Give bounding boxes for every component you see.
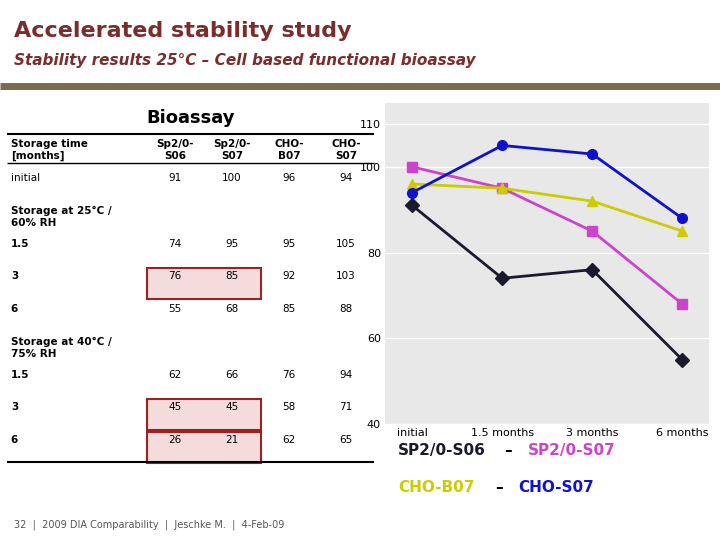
Text: 65: 65 <box>339 435 353 445</box>
Text: 1.5: 1.5 <box>11 370 30 380</box>
Text: –: – <box>495 480 503 495</box>
Text: 21: 21 <box>225 435 239 445</box>
Text: 66: 66 <box>225 370 239 380</box>
Text: 1.5: 1.5 <box>11 239 30 248</box>
Text: CHO-
B07: CHO- B07 <box>274 139 304 161</box>
Text: 68: 68 <box>225 304 239 314</box>
Text: 95: 95 <box>282 239 296 248</box>
Text: Sp2/0-
S06: Sp2/0- S06 <box>156 139 194 161</box>
Text: CHO-S07: CHO-S07 <box>518 480 594 495</box>
Text: CHO-
S07: CHO- S07 <box>331 139 361 161</box>
Text: 85: 85 <box>282 304 296 314</box>
Text: 74: 74 <box>168 239 182 248</box>
Text: 96: 96 <box>282 173 296 183</box>
Text: 94: 94 <box>339 173 353 183</box>
FancyBboxPatch shape <box>147 268 261 299</box>
Text: Bioassay: Bioassay <box>147 109 235 127</box>
Text: Sp2/0-
S07: Sp2/0- S07 <box>213 139 251 161</box>
Text: SP2/0-S07: SP2/0-S07 <box>528 443 616 457</box>
Text: 105: 105 <box>336 239 356 248</box>
Text: 62: 62 <box>168 370 182 380</box>
Text: 76: 76 <box>168 272 182 281</box>
FancyBboxPatch shape <box>147 399 261 430</box>
Text: 58: 58 <box>282 402 296 413</box>
Text: 103: 103 <box>336 272 356 281</box>
Text: 3: 3 <box>11 402 18 413</box>
Text: 62: 62 <box>282 435 296 445</box>
Text: CHO-B07: CHO-B07 <box>398 480 474 495</box>
Text: 71: 71 <box>339 402 353 413</box>
Text: 91: 91 <box>168 173 182 183</box>
Text: 26: 26 <box>168 435 182 445</box>
Text: Accelerated stability study: Accelerated stability study <box>14 21 352 42</box>
Text: 76: 76 <box>282 370 296 380</box>
Text: 100: 100 <box>222 173 242 183</box>
Text: 92: 92 <box>282 272 296 281</box>
Text: Storage at 25°C /
60% RH: Storage at 25°C / 60% RH <box>11 206 112 227</box>
Text: 85: 85 <box>225 272 239 281</box>
Text: initial: initial <box>11 173 40 183</box>
Text: Stability results 25°C – Cell based functional bioassay: Stability results 25°C – Cell based func… <box>14 53 476 68</box>
FancyBboxPatch shape <box>147 432 261 463</box>
Text: 95: 95 <box>225 239 239 248</box>
Text: 6: 6 <box>11 304 18 314</box>
Text: 6: 6 <box>11 435 18 445</box>
Text: 45: 45 <box>225 402 239 413</box>
Text: –: – <box>505 443 512 457</box>
Text: SP2/0-S06: SP2/0-S06 <box>398 443 486 457</box>
Text: Storage time
[months]: Storage time [months] <box>11 139 88 161</box>
Text: Storage at 40°C /
75% RH: Storage at 40°C / 75% RH <box>11 337 112 359</box>
Text: 55: 55 <box>168 304 182 314</box>
Text: 32  |  2009 DIA Comparability  |  Jeschke M.  |  4-Feb-09: 32 | 2009 DIA Comparability | Jeschke M.… <box>14 520 285 530</box>
Text: 3: 3 <box>11 272 18 281</box>
Text: 88: 88 <box>339 304 353 314</box>
Text: 94: 94 <box>339 370 353 380</box>
Text: 45: 45 <box>168 402 182 413</box>
